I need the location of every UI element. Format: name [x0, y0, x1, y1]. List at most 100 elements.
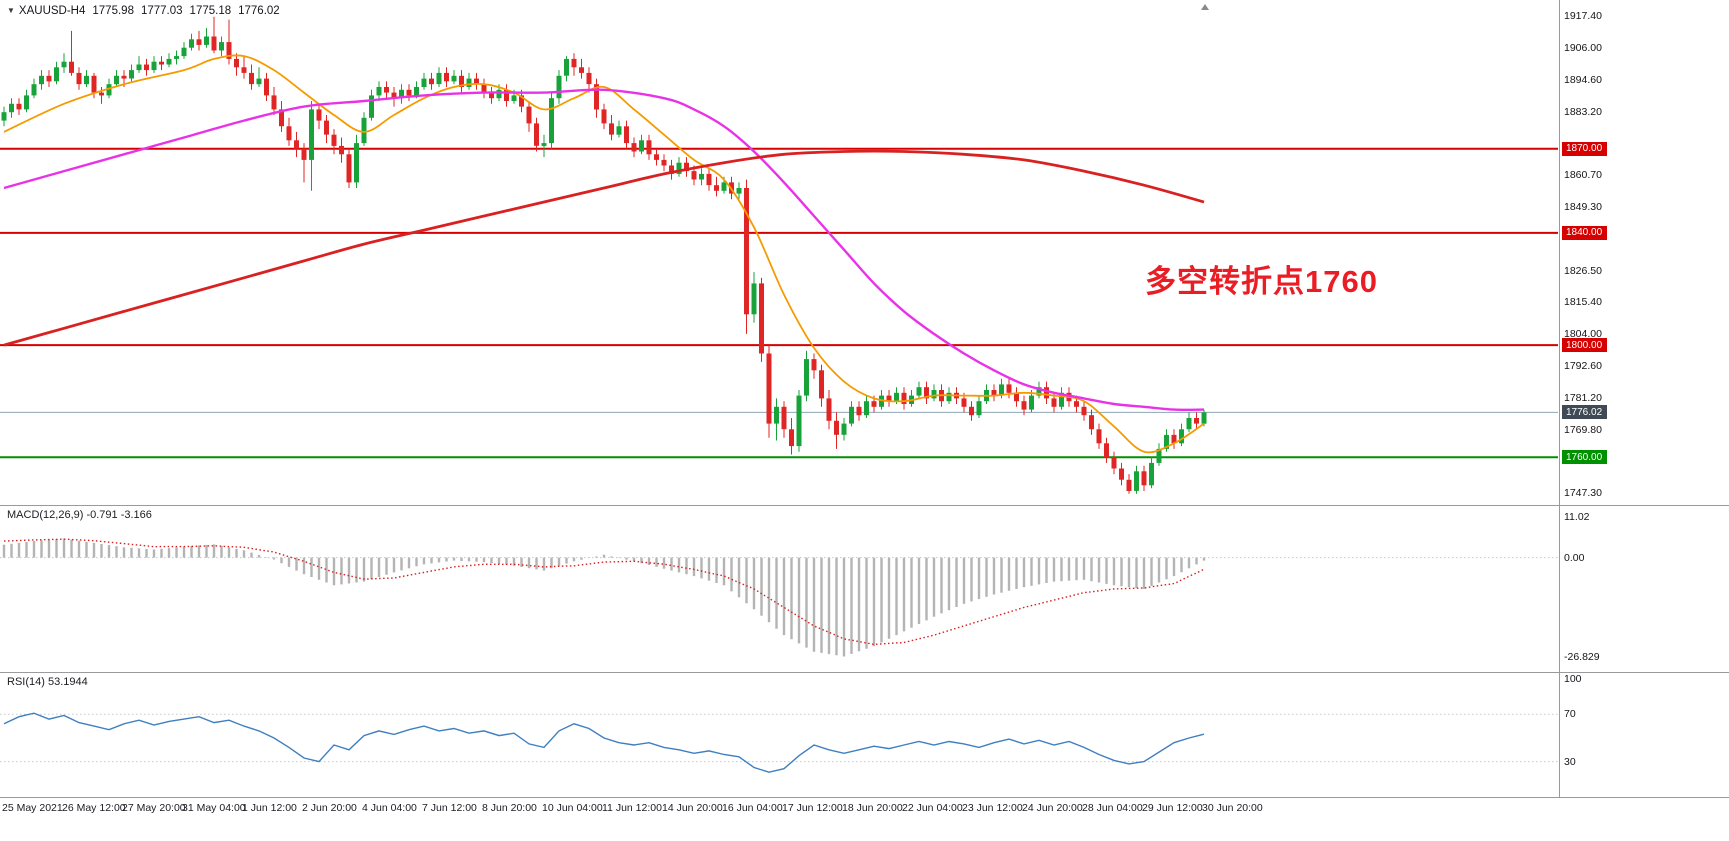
candle [144, 64, 149, 71]
price-tick: 1747.30 [1564, 486, 1602, 499]
time-label: 18 Jun 20:00 [842, 802, 903, 814]
time-label: 11 Jun 12:00 [602, 802, 662, 814]
candle [1179, 429, 1184, 444]
candle [774, 406, 779, 424]
candle [1096, 429, 1102, 444]
price-label-1800: 1800.00 [1562, 338, 1608, 353]
candle [946, 392, 952, 402]
candle [496, 89, 502, 99]
candle [646, 140, 652, 155]
rsi-tick: 70 [1564, 708, 1576, 721]
candle [639, 140, 644, 152]
candle [241, 67, 247, 73]
candle [571, 58, 577, 68]
candle [316, 109, 322, 121]
macd-tick: -26.829 [1564, 650, 1600, 663]
rsi-indicator-canvas[interactable] [0, 673, 1558, 797]
candle [1186, 418, 1192, 430]
candle [841, 423, 847, 435]
price-chart-canvas[interactable] [0, 0, 1558, 505]
candle [16, 103, 22, 110]
candle [616, 126, 622, 135]
candle [196, 39, 202, 45]
candle [579, 67, 584, 73]
candle [226, 42, 232, 59]
candle [1059, 392, 1064, 407]
price-tick: 1826.50 [1564, 264, 1602, 277]
candle [556, 75, 562, 99]
rsi-line [3, 712, 1205, 773]
price-axis-border [1559, 0, 1560, 798]
candle [736, 188, 742, 194]
candle [384, 87, 389, 93]
candle [706, 173, 712, 186]
time-label: 16 Jun 04:00 [722, 802, 783, 814]
candle [61, 61, 67, 68]
time-label: 17 Jun 12:00 [782, 802, 843, 814]
candle [676, 162, 682, 174]
symbol-dropdown-icon[interactable]: ▼ [7, 6, 15, 15]
candle [1044, 387, 1049, 399]
chart-shift-marker-icon[interactable] [1201, 4, 1209, 10]
candle [301, 148, 307, 160]
macd-tick: 0.00 [1564, 551, 1585, 564]
candle [204, 36, 209, 45]
ma-mid-line [3, 88, 1205, 412]
candle [31, 84, 37, 96]
candle [766, 353, 772, 424]
candle [991, 390, 997, 396]
candle [414, 87, 419, 96]
candle [1119, 468, 1124, 480]
candle [429, 78, 434, 85]
price-tick: 1769.80 [1564, 423, 1602, 436]
candle [421, 78, 427, 87]
candle [99, 92, 104, 96]
candle [804, 359, 809, 396]
price-tick: 1781.20 [1564, 391, 1602, 404]
candle [181, 47, 187, 57]
candle [549, 98, 554, 144]
candle [46, 75, 52, 82]
candle [541, 143, 547, 146]
price-tick: 1894.60 [1564, 73, 1602, 86]
price-label-1840: 1840.00 [1562, 225, 1608, 240]
candle [654, 154, 659, 160]
time-axis[interactable]: 25 May 2021 26 May 12:00 27 May 20:00 31 Ma… [0, 798, 1729, 841]
candle [489, 92, 494, 99]
time-label: 27 May 20:00 [122, 802, 186, 814]
candle [1081, 406, 1087, 416]
candle [669, 165, 674, 174]
macd-indicator-canvas[interactable] [0, 506, 1558, 672]
candle [1126, 479, 1132, 491]
macd-histogram [2, 538, 1206, 657]
candle [1194, 418, 1199, 424]
candle [976, 401, 982, 416]
panel-separator[interactable] [0, 505, 1729, 506]
candle [1036, 387, 1042, 396]
candle [759, 283, 764, 354]
rsi-indicator-label: RSI(14) 53.1944 [7, 676, 88, 688]
candle [1134, 471, 1139, 491]
panel-separator[interactable] [0, 797, 1729, 798]
time-label: 28 Jun 04:00 [1082, 802, 1143, 814]
candle [264, 78, 269, 96]
candle [894, 392, 899, 402]
candle [324, 120, 329, 135]
candle [1, 112, 7, 121]
price-axis[interactable]: 1917.40 1906.00 1894.60 1883.20 1860.70 1849.… [1560, 0, 1729, 798]
candle [151, 61, 157, 71]
candle [534, 123, 539, 146]
candle [1029, 395, 1034, 410]
panel-separator[interactable] [0, 672, 1729, 673]
candle [1021, 401, 1027, 410]
candle [826, 398, 832, 421]
candle [294, 140, 299, 149]
candle [24, 95, 29, 110]
candle [174, 56, 179, 59]
candle [369, 95, 374, 118]
time-label: 8 Jun 20:00 [482, 802, 537, 814]
candle [361, 117, 367, 144]
candle [849, 406, 854, 424]
candle [91, 75, 97, 93]
